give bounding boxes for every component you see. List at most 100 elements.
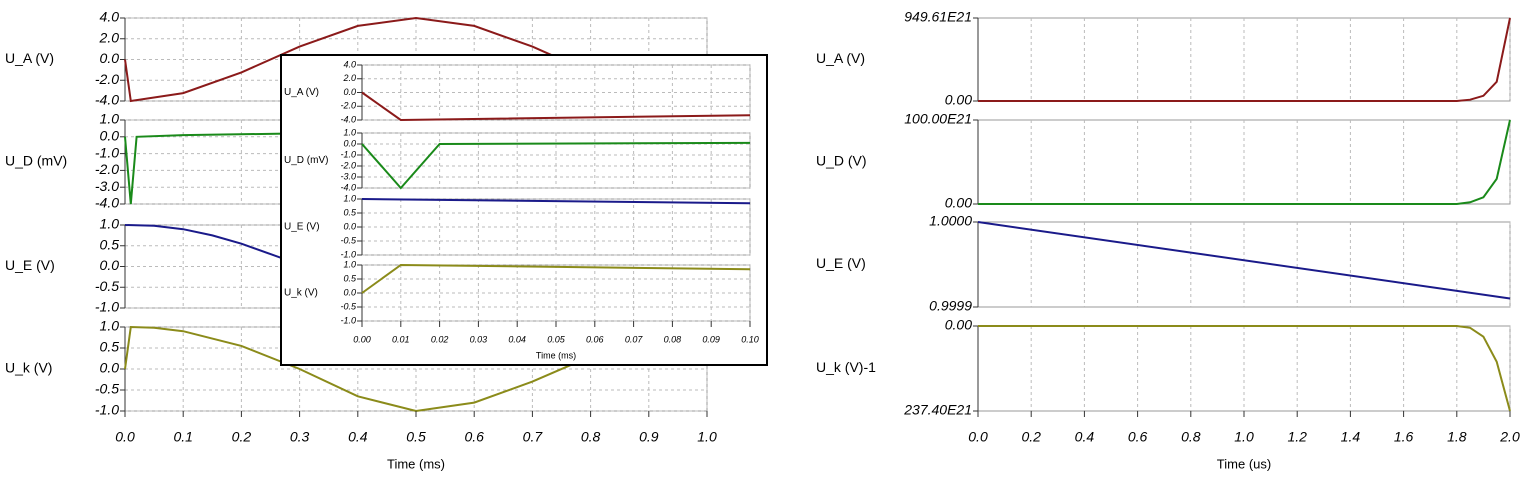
- x-axis-label: Time (ms): [387, 456, 445, 471]
- chart-group: 0.00 949.61E21 U_A (V) 0.00 100.00E21 U_D (V)…: [816, 9, 1520, 472]
- y-tick-label: -1.0: [340, 315, 356, 325]
- x-tick-label: 1.8: [1447, 429, 1467, 445]
- x-tick-label: 1.4: [1341, 429, 1361, 445]
- x-tick-label: 0.06: [586, 334, 604, 344]
- y-tick-label: 0.0: [100, 128, 120, 144]
- y-tick-label: -0.5: [95, 381, 119, 397]
- y-axis-label: U_k (V): [284, 288, 318, 299]
- y-tick-label: 0.5: [100, 339, 120, 355]
- y-tick-label: 100.00E21: [904, 111, 972, 127]
- y-tick-label: 0.9999: [929, 298, 972, 314]
- x-tick-label: 0.0: [968, 429, 988, 445]
- x-tick-label: 0.3: [290, 429, 310, 445]
- x-tick-label: 0.10: [741, 334, 759, 344]
- y-tick-label: -1.0: [95, 402, 119, 418]
- y-axis-label: U_A (V): [5, 50, 54, 66]
- x-tick-label: 0.8: [1181, 429, 1201, 445]
- x-tick-label: 0.4: [348, 429, 368, 445]
- x-tick-label: 0.01: [392, 334, 410, 344]
- x-tick-label: 0.07: [625, 334, 644, 344]
- y-tick-label: -0.5: [95, 278, 119, 294]
- x-tick-label: 0.02: [431, 334, 449, 344]
- y-tick-label: 2.0: [342, 73, 356, 83]
- x-tick-label: 0.2: [1021, 429, 1041, 445]
- signal-line: [361, 198, 751, 205]
- y-tick-label: 0.0: [100, 257, 120, 273]
- y-tick-label: 0.0: [100, 360, 120, 376]
- signal-line: [361, 91, 751, 122]
- x-tick-label: 0.03: [470, 334, 488, 344]
- y-tick-label: 0.0: [343, 138, 356, 148]
- x-tick-label: 1.0: [1234, 429, 1254, 445]
- x-tick-label: 0.6: [1128, 429, 1148, 445]
- y-tick-label: 237.40E21: [903, 402, 972, 418]
- y-tick-label: -1.0: [95, 299, 119, 315]
- y-tick-label: -3.0: [95, 178, 119, 194]
- x-tick-label: 0.5: [406, 429, 426, 445]
- y-tick-label: -1.0: [340, 149, 356, 159]
- y-tick-label: -2.0: [95, 161, 119, 177]
- y-tick-label: 1.0: [100, 318, 120, 334]
- y-tick-label: -4.0: [95, 92, 119, 108]
- x-tick-label: 0.0: [115, 429, 135, 445]
- x-tick-label: 2.0: [1499, 429, 1520, 445]
- y-tick-label: 2.0: [99, 29, 120, 45]
- y-tick-label: 0.0: [343, 87, 356, 97]
- y-tick-label: 0.00: [945, 92, 972, 108]
- y-tick-label: 0.00: [945, 195, 972, 211]
- x-tick-label: 1.6: [1394, 429, 1414, 445]
- y-tick-label: -2.0: [340, 160, 356, 170]
- y-axis-label: U_E (V): [284, 222, 320, 233]
- y-tick-label: 0.5: [100, 236, 120, 252]
- signal-line: [978, 325, 1511, 412]
- y-tick-label: 0.0: [343, 287, 356, 297]
- signal-line: [978, 17, 1511, 102]
- y-tick-label: 4.0: [343, 59, 356, 69]
- x-tick-label: 0.6: [464, 429, 484, 445]
- x-axis-label: Time (ms): [536, 350, 576, 360]
- y-tick-label: -0.5: [340, 301, 357, 311]
- y-tick-label: -1.0: [95, 144, 119, 160]
- y-tick-label: 1.0: [100, 111, 120, 127]
- y-tick-label: -2.0: [95, 71, 119, 87]
- y-tick-label: 0.0: [100, 50, 120, 66]
- signal-line: [978, 119, 1511, 205]
- signal-line: [977, 221, 1511, 300]
- y-axis-label: U_A (V): [284, 87, 319, 98]
- chart-group: 4.02.00.0-2.0-4.0U_A (V)1.00.0-1.0-2.0-3…: [280, 54, 768, 366]
- y-tick-label: -3.0: [340, 171, 356, 181]
- x-tick-label: 0.9: [639, 429, 659, 445]
- y-tick-label: 1.0: [100, 216, 120, 232]
- x-tick-label: 0.05: [547, 334, 566, 344]
- y-axis-label: U_A (V): [816, 50, 865, 66]
- x-tick-label: 0.04: [508, 334, 526, 344]
- x-tick-label: 0.00: [353, 334, 371, 344]
- y-tick-label: 0.5: [343, 273, 357, 283]
- y-axis-label: U_E (V): [816, 255, 866, 271]
- y-tick-label: -4.0: [95, 195, 119, 211]
- x-tick-label: 1.0: [697, 429, 717, 445]
- x-tick-label: 0.1: [173, 429, 192, 445]
- x-axis-label: Time (us): [1217, 456, 1271, 471]
- y-tick-label: 1.0: [343, 193, 356, 203]
- y-axis-label: U_D (mV): [284, 155, 328, 166]
- y-tick-label: -2.0: [340, 101, 356, 111]
- y-tick-label: 0.0: [343, 221, 356, 231]
- y-tick-label: -4.0: [340, 182, 356, 192]
- x-tick-label: 0.09: [702, 334, 720, 344]
- y-tick-label: -1.0: [340, 249, 356, 259]
- x-tick-label: 0.08: [664, 334, 682, 344]
- y-tick-label: -0.5: [340, 235, 357, 245]
- y-axis-label: U_E (V): [5, 257, 55, 273]
- y-tick-label: 1.0000: [929, 213, 972, 229]
- x-tick-label: 0.4: [1075, 429, 1095, 445]
- y-tick-label: 1.0: [343, 259, 356, 269]
- y-axis-label: U_k (V)-1: [816, 359, 876, 375]
- y-tick-label: 949.61E21: [904, 9, 972, 25]
- x-tick-label: 0.7: [523, 429, 544, 445]
- y-tick-label: 0.00: [945, 317, 972, 333]
- x-tick-label: 0.8: [581, 429, 601, 445]
- y-tick-label: 0.5: [343, 207, 357, 217]
